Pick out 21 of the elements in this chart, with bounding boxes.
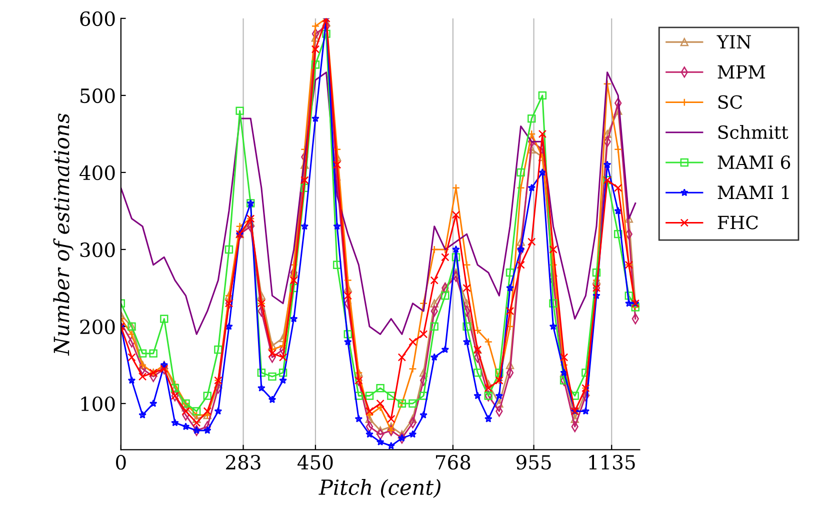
y-tick-label: 100	[81, 396, 115, 412]
y-tick-label: 200	[80, 319, 115, 334]
x-axis-title: Pitch (cent)	[318, 478, 440, 498]
y-axis-title: Number of estimations	[53, 114, 74, 356]
y-tick-label: 300	[80, 242, 115, 258]
legend-label: YIN	[716, 35, 751, 49]
x-tick-label: 955	[516, 454, 551, 470]
legend-label: MAMI 6	[718, 155, 790, 170]
x-tick-label: 0	[116, 454, 126, 470]
x-tick-label: 283	[226, 454, 260, 470]
y-tick-label: 600	[80, 11, 115, 26]
x-tick-label: 768	[436, 454, 470, 470]
x-tick-label: 450	[298, 454, 333, 470]
legend-label: MPM	[718, 65, 766, 78]
y-tick-label: 500	[80, 88, 115, 104]
legend-label: SC	[718, 95, 742, 109]
legend-label: MAMI 1	[718, 186, 789, 199]
x-tick-label: 1135	[589, 454, 635, 470]
y-tick-label: 400	[80, 165, 115, 180]
legend-label: Schmitt	[718, 125, 788, 139]
legend-label: FHC	[718, 216, 758, 230]
